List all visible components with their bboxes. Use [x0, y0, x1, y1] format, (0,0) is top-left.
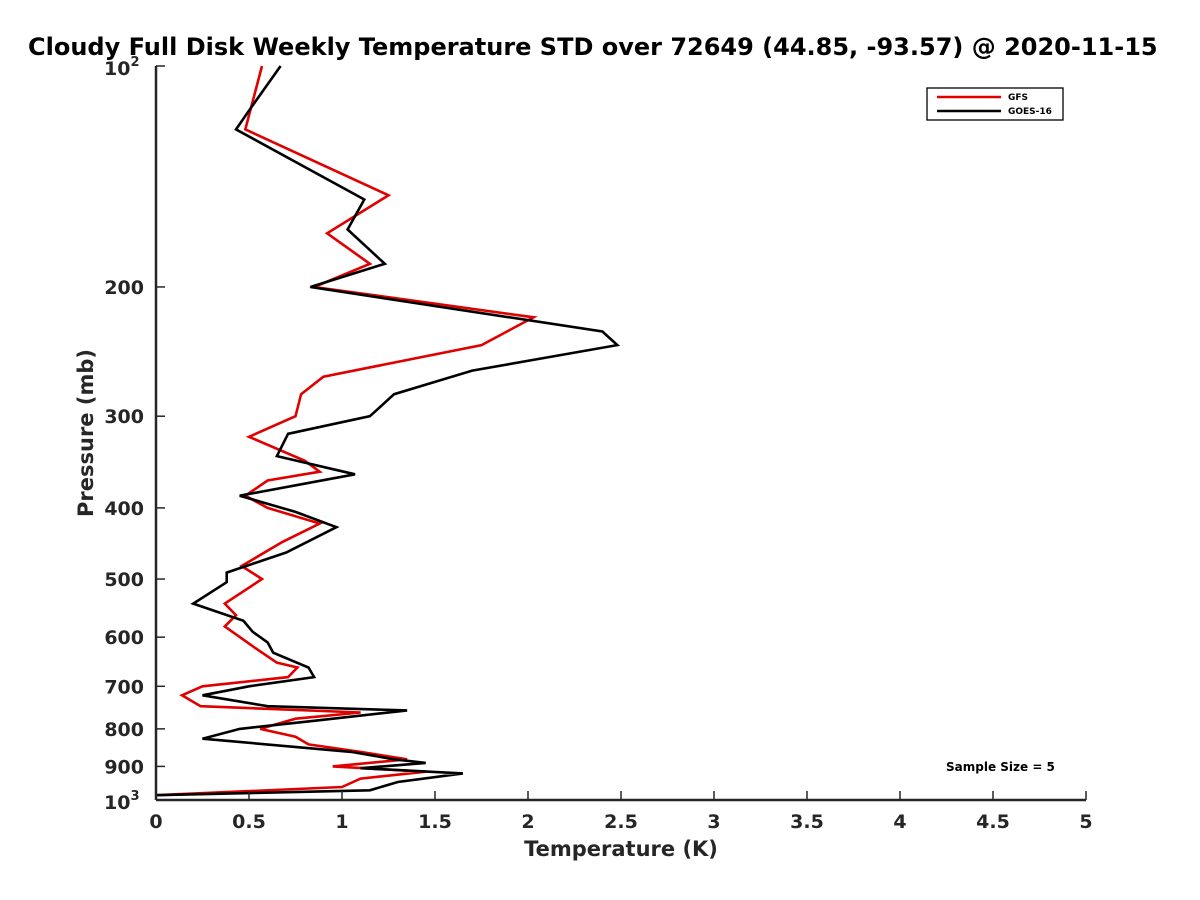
y-tick-label: 800: [104, 719, 144, 741]
y-tick-bottom-exp: 3: [130, 789, 139, 804]
x-tick-label: 3: [707, 811, 720, 833]
x-tick-label: 5: [1079, 811, 1092, 833]
legend-label-gfs: GFS: [1008, 93, 1028, 103]
y-tick-label: 900: [104, 756, 144, 778]
y-tick-top-base: 10: [104, 58, 130, 80]
x-tick-label: 1.5: [418, 811, 452, 833]
y-tick-label: 200: [104, 277, 144, 299]
legend-box: [926, 87, 1064, 121]
y-tick-label: 700: [104, 676, 144, 698]
y-ticks: 200 300 400 500 600 700 800 900: [104, 65, 165, 801]
y-tick-label: 500: [104, 569, 144, 591]
x-axis-label: Temperature (K): [524, 837, 718, 861]
chart-title: Cloudy Full Disk Weekly Temperature STD …: [28, 33, 1158, 61]
x-tick-label: 0.5: [232, 811, 266, 833]
series-layer: [155, 65, 621, 797]
x-tick-label: 4.5: [976, 811, 1010, 833]
y-tick-label-top: 102: [104, 55, 140, 80]
y-tick-label: 600: [104, 627, 144, 649]
x-tick-label: 1: [335, 811, 348, 833]
series-line-goes16: [155, 65, 621, 797]
x-tick-label: 0: [149, 811, 162, 833]
x-tick-label: 4: [893, 811, 906, 833]
y-tick-bottom-base: 10: [104, 792, 130, 814]
x-tick-label: 2.5: [604, 811, 638, 833]
x-ticks: 0 0.5 1 1.5 2 2.5 3 3.5 4 4.5 5: [149, 791, 1093, 833]
legend-label-goes16: GOES-16: [1008, 107, 1052, 117]
sample-size-annotation: Sample Size = 5: [946, 760, 1055, 774]
x-tick-label: 3.5: [790, 811, 824, 833]
series-line-gfs: [155, 65, 538, 797]
y-axis-label: Pressure (mb): [74, 349, 98, 517]
y-tick-top-exp: 2: [130, 55, 139, 70]
y-tick-label-bottom: 103: [104, 789, 140, 814]
plot-area: 0 0.5 1 1.5 2 2.5 3 3.5 4 4.5 5 200 300 400 500 600 700…: [104, 55, 1093, 833]
legend: GFS GOES-16: [926, 87, 1064, 121]
y-tick-label: 400: [104, 498, 144, 520]
x-tick-label: 2: [521, 811, 534, 833]
y-tick-label: 300: [104, 406, 144, 428]
